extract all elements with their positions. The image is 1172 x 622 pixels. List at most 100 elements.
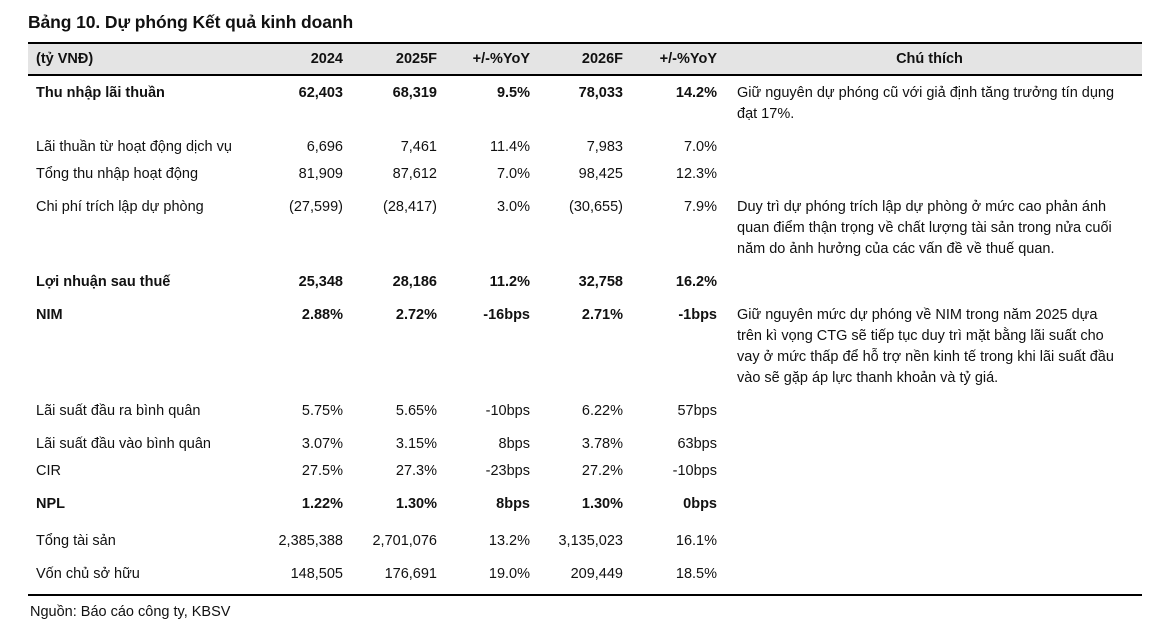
cell-yoy-2026-value: 12.3% [675,166,717,182]
table-row: CIR 27.5% 27.3% -23bps 27.2% -10bps [28,461,1142,494]
table-row: Lãi suất đầu vào bình quân 3.07% 3.15% 8… [28,434,1142,461]
cell-yoy-2025-value: 7.0% [496,166,530,182]
cell-2025f-value: 28,186 [392,274,437,290]
row-note [717,461,1142,494]
cell-yoy-2026-value: 18.5% [675,566,717,582]
cell-2025f-value: 1.30% [395,496,437,512]
cell-yoy-2025-value: -16bps [483,307,530,323]
cell-yoy-2026-value: -10bps [672,463,717,479]
cell-2026f-value: 27.2% [581,463,623,479]
forecast-table: (tỷ VNĐ) 2024 2025F +/-%YoY 2026F +/-%Yo… [28,42,1142,596]
row-note: Giữ nguyên dự phóng cũ với giả định tăng… [737,85,1115,122]
cell-2024-value: 5.75% [301,403,343,419]
cell-2026f-value: 1.30% [581,496,623,512]
cell-2025f-value: (28,417) [382,199,437,215]
table-header-row: (tỷ VNĐ) 2024 2025F +/-%YoY 2026F +/-%Yo… [28,43,1142,75]
cell-2024-value: 25,348 [298,274,343,290]
cell-yoy-2025-value: 3.0% [496,199,530,215]
row-note: Duy trì dự phóng trích lập dự phòng ở mứ… [737,199,1112,257]
row-label: CIR [36,463,61,479]
col-header-2025f: 2025F [395,51,437,67]
row-label: NPL [36,496,65,512]
cell-2025f-value: 2,701,076 [372,533,437,549]
cell-2024-value: 148,505 [290,566,343,582]
row-label: Tổng tài sản [36,533,116,549]
cell-2025f-value: 68,319 [392,85,437,101]
cell-yoy-2026-value: 57bps [677,403,717,419]
cell-yoy-2025-value: 11.2% [489,274,530,290]
row-note [717,494,1142,531]
cell-2024-value: 2,385,388 [278,533,343,549]
table-title: Bảng 10. Dự phóng Kết quả kinh doanh [28,12,354,32]
row-label: NIM [36,307,63,323]
cell-yoy-2025-value: 11.4% [489,139,530,155]
cell-yoy-2026-value: 7.9% [683,199,717,215]
table-row: Lãi thuần từ hoạt động dịch vụ 6,696 7,4… [28,137,1142,164]
row-label: Lãi suất đầu ra bình quân [36,403,201,419]
cell-yoy-2026-value: 14.2% [675,85,717,101]
cell-2026f-value: 98,425 [578,166,623,182]
cell-2024-value: 27.5% [301,463,343,479]
cell-yoy-2026-value: 16.2% [675,274,717,290]
col-header-unit: (tỷ VNĐ) [36,51,94,67]
cell-2026f-value: 78,033 [578,85,623,101]
cell-2024-value: 1.22% [301,496,343,512]
cell-2024-value: 62,403 [298,85,343,101]
cell-2025f-value: 176,691 [384,566,437,582]
row-note [717,564,1142,595]
cell-yoy-2026-value: 0bps [683,496,717,512]
cell-yoy-2026-value: 7.0% [683,139,717,155]
col-header-notes: Chú thích [896,51,963,67]
cell-2025f-value: 7,461 [400,139,437,155]
row-note [717,272,1142,305]
cell-yoy-2025-value: 19.0% [488,566,530,582]
row-note [717,164,1142,197]
cell-2026f-value: 209,449 [570,566,623,582]
row-label: Vốn chủ sở hữu [36,566,140,582]
table-row: Tổng tài sản 2,385,388 2,701,076 13.2% 3… [28,531,1142,564]
cell-2025f-value: 27.3% [395,463,437,479]
row-note: Giữ nguyên mức dự phóng về NIM trong năm… [737,307,1114,386]
table-body: Thu nhập lãi thuần 62,403 68,319 9.5% 78… [28,75,1142,595]
cell-2026f-value: 3.78% [581,436,623,452]
table-row: NPL 1.22% 1.30% 8bps 1.30% 0bps [28,494,1142,531]
cell-2025f-value: 87,612 [392,166,437,182]
cell-2026f-value: 3,135,023 [558,533,623,549]
cell-yoy-2025-value: 9.5% [496,85,530,101]
row-label: Tổng thu nhập hoạt động [36,166,199,182]
row-label: Lợi nhuận sau thuế [36,274,171,290]
cell-2026f-value: 2.71% [581,307,623,323]
table-row: Thu nhập lãi thuần 62,403 68,319 9.5% 78… [28,75,1142,137]
cell-2025f-value: 2.72% [395,307,437,323]
col-header-yoy-2025: +/-%YoY [472,51,530,67]
row-note [717,137,1142,164]
row-note [717,531,1142,564]
cell-2025f-value: 3.15% [395,436,437,452]
cell-yoy-2025-value: -23bps [485,463,530,479]
row-note [717,434,1142,461]
col-header-2024: 2024 [310,51,343,67]
cell-yoy-2025-value: 13.2% [488,533,530,549]
table-row: NIM 2.88% 2.72% -16bps 2.71% -1bps Giữ n… [28,305,1142,401]
table-row: Lãi suất đầu ra bình quân 5.75% 5.65% -1… [28,401,1142,434]
table-header: (tỷ VNĐ) 2024 2025F +/-%YoY 2026F +/-%Yo… [28,43,1142,75]
row-note [717,401,1142,434]
cell-2024-value: 6,696 [306,139,343,155]
cell-2024-value: 81,909 [298,166,343,182]
cell-yoy-2026-value: 16.1% [675,533,717,549]
cell-2026f-value: 7,983 [586,139,623,155]
table-row: Lợi nhuận sau thuế 25,348 28,186 11.2% 3… [28,272,1142,305]
cell-yoy-2025-value: -10bps [485,403,530,419]
col-header-yoy-2026: +/-%YoY [659,51,717,67]
source-note: Nguồn: Báo cáo công ty, KBSV [30,604,231,620]
cell-yoy-2025-value: 8bps [498,436,530,452]
row-label: Chi phí trích lập dự phòng [36,199,204,215]
cell-2025f-value: 5.65% [395,403,437,419]
cell-2024-value: (27,599) [288,199,343,215]
cell-yoy-2025-value: 8bps [496,496,530,512]
table-row: Tổng thu nhập hoạt động 81,909 87,612 7.… [28,164,1142,197]
cell-2024-value: 2.88% [301,307,343,323]
cell-2026f-value: (30,655) [568,199,623,215]
col-header-2026f: 2026F [581,51,623,67]
